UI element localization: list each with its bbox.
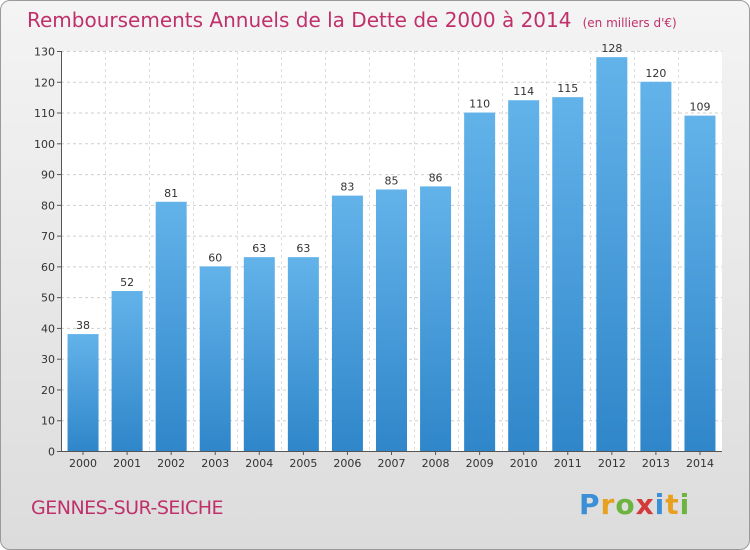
- x-tick-label: 2001: [113, 457, 141, 470]
- logo-letter: P: [579, 488, 601, 521]
- commune-name: GENNES-SUR-SEICHE: [31, 497, 224, 519]
- bar: [331, 195, 363, 451]
- bar: [640, 81, 672, 452]
- logo-letter: o: [615, 488, 636, 521]
- data-label: 63: [252, 242, 266, 255]
- x-tick-label: 2006: [333, 457, 361, 470]
- y-tick-label: 70: [41, 230, 55, 243]
- x-tick-label: 2002: [157, 457, 185, 470]
- y-tick-label: 20: [41, 384, 55, 397]
- bar: [420, 186, 452, 451]
- x-tick-label: 2000: [69, 457, 97, 470]
- data-label: 63: [296, 242, 310, 255]
- chart-subtitle: (en milliers d'€): [582, 16, 677, 30]
- x-tick-label: 2004: [245, 457, 273, 470]
- x-tick-label: 2007: [378, 457, 406, 470]
- y-tick-label: 10: [41, 415, 55, 428]
- proxiti-logo: Proxiti: [579, 488, 690, 521]
- bar: [464, 112, 496, 452]
- title-row: Remboursements Annuels de la Dette de 20…: [27, 8, 677, 32]
- bars: [67, 57, 716, 452]
- logo-letter: r: [600, 488, 616, 521]
- x-tick-label: 2013: [642, 457, 670, 470]
- y-tick-label: 40: [41, 322, 55, 335]
- x-tick-label: 2003: [201, 457, 229, 470]
- y-tick-label: 0: [48, 446, 55, 459]
- labels: 38 2000 52 2001 81 2002 60 2003 63 2004 63 2005 83 20…: [69, 42, 714, 470]
- data-label: 110: [469, 98, 490, 111]
- x-tick-label: 2010: [510, 457, 538, 470]
- data-label: 115: [557, 82, 578, 95]
- y-tick-label: 30: [41, 353, 55, 366]
- data-label: 120: [645, 67, 666, 80]
- data-label: 60: [208, 251, 222, 264]
- logo-letter: x: [635, 488, 655, 521]
- bar: [508, 100, 540, 451]
- x-tick-label: 2014: [686, 457, 714, 470]
- data-label: 38: [76, 319, 90, 332]
- x-tick-label: 2009: [466, 457, 494, 470]
- y-tick-label: 60: [41, 261, 55, 274]
- bar: [287, 257, 319, 451]
- y-tick-label: 100: [34, 138, 55, 151]
- data-label: 81: [164, 187, 178, 200]
- logo-letter: i: [654, 488, 666, 521]
- x-tick-label: 2005: [289, 457, 317, 470]
- logo-letter: i: [679, 488, 691, 521]
- bar: [596, 57, 628, 452]
- y-tick-label: 120: [34, 76, 55, 89]
- logo-letter: t: [665, 488, 680, 521]
- x-tick-label: 2008: [422, 457, 450, 470]
- y-tick-label: 110: [34, 107, 55, 120]
- chart-title: Remboursements Annuels de la Dette de 20…: [27, 8, 572, 32]
- y-tick-label: 90: [41, 169, 55, 182]
- data-label: 128: [601, 42, 622, 55]
- data-label: 52: [120, 276, 134, 289]
- data-label: 83: [340, 181, 354, 194]
- bar: [199, 266, 231, 451]
- bar: [67, 334, 99, 451]
- data-label: 85: [385, 174, 399, 187]
- bar: [155, 201, 187, 451]
- data-label: 86: [429, 171, 443, 184]
- bar: [111, 291, 143, 451]
- data-label: 114: [513, 85, 534, 98]
- y-tick-label: 50: [41, 292, 55, 305]
- bar: [684, 115, 716, 451]
- bar: [243, 257, 275, 451]
- y-tick-label: 130: [34, 46, 55, 59]
- data-label: 109: [689, 101, 710, 114]
- x-tick-label: 2012: [598, 457, 626, 470]
- bar: [376, 189, 407, 451]
- x-tick-label: 2011: [554, 457, 582, 470]
- y-tick-label: 80: [41, 199, 55, 212]
- bar: [552, 97, 584, 452]
- axes: 0 10 20 30 40 50 60 70 80 90 100 110 120 130: [34, 46, 722, 459]
